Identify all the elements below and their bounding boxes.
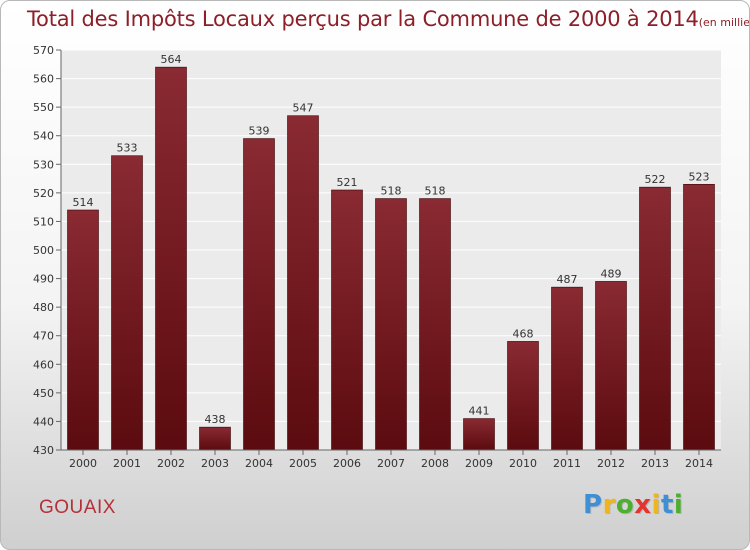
value-label: 441 — [469, 405, 490, 418]
y-tick-label: 510 — [33, 215, 54, 228]
y-tick-label: 450 — [33, 387, 54, 400]
logo-letter: t — [660, 490, 674, 520]
value-label: 533 — [117, 142, 138, 155]
x-tick-label: 2012 — [597, 457, 625, 470]
bar-2012 — [595, 281, 627, 451]
x-tick-label: 2006 — [333, 457, 361, 470]
y-tick-label: 500 — [33, 244, 54, 257]
logo-letter: x — [634, 490, 652, 520]
logo-letter: i — [651, 490, 661, 520]
logo-letter: r — [602, 490, 616, 520]
bar-2007 — [375, 198, 407, 451]
y-tick-label: 530 — [33, 158, 54, 171]
y-tick-label: 460 — [33, 358, 54, 371]
x-tick-label: 2011 — [553, 457, 581, 470]
commune-name: GOUAIX — [39, 497, 116, 518]
bar-2011 — [551, 286, 583, 451]
y-tick-label: 430 — [33, 444, 54, 457]
y-tick-label: 490 — [33, 273, 54, 286]
x-axis: 2000 2001 2002 2003 2004 2005 2006 2007 2008 2009… — [61, 449, 721, 470]
x-tick-label: 2013 — [641, 457, 669, 470]
value-label: 521 — [337, 176, 358, 189]
y-tick-label: 560 — [33, 73, 54, 86]
bar-2009 — [463, 418, 495, 451]
value-label: 522 — [645, 173, 666, 186]
value-label: 539 — [249, 125, 270, 138]
x-tick-label: 2010 — [509, 457, 537, 470]
value-label: 468 — [513, 327, 534, 340]
bar-2010 — [507, 341, 539, 451]
bars — [67, 66, 715, 451]
data-labels: 514 533 564 438 539 547 521 518 518 441 468 487 489 5… — [73, 53, 710, 426]
x-tick-label: 2002 — [157, 457, 185, 470]
value-label: 489 — [601, 267, 622, 280]
proxiti-logo[interactable]: Proxiti — [583, 490, 683, 520]
value-label: 518 — [381, 185, 402, 198]
y-tick-label: 550 — [33, 101, 54, 114]
x-tick-label: 2008 — [421, 457, 449, 470]
title-unit: (en milliers d'€) — [698, 16, 750, 29]
chart-title: Total des Impôts Locaux perçus par la Co… — [27, 7, 750, 31]
y-tick-label: 470 — [33, 330, 54, 343]
logo-letter: o — [615, 490, 635, 520]
x-tick-label: 2005 — [289, 457, 317, 470]
x-tick-label: 2000 — [69, 457, 97, 470]
x-tick-label: 2007 — [377, 457, 405, 470]
value-label: 514 — [73, 196, 94, 209]
y-axis: 430 440 450 460 470 480 490 500 510 520 530 540 550 5… — [33, 44, 62, 457]
bar-2014 — [683, 183, 715, 451]
logo-letter: P — [583, 490, 603, 520]
bar-2006 — [331, 189, 363, 451]
y-tick-label: 480 — [33, 301, 54, 314]
value-label: 523 — [689, 170, 710, 183]
bar-2013 — [639, 186, 671, 451]
logo-letter: i — [673, 490, 684, 520]
bar-2002 — [155, 66, 187, 451]
bar-2008 — [419, 198, 451, 451]
x-tick-label: 2004 — [245, 457, 273, 470]
y-tick-label: 540 — [33, 130, 54, 143]
bar-2004 — [243, 138, 275, 451]
x-tick-label: 2001 — [113, 457, 141, 470]
x-tick-label: 2003 — [201, 457, 229, 470]
bar-2005 — [287, 115, 319, 451]
bar-2000 — [67, 209, 99, 451]
x-tick-label: 2009 — [465, 457, 493, 470]
value-label: 564 — [161, 53, 182, 66]
y-tick-label: 570 — [33, 44, 54, 57]
bar-2003 — [199, 426, 231, 451]
y-tick-label: 520 — [33, 187, 54, 200]
title-main: Total des Impôts Locaux perçus par la Co… — [27, 7, 699, 31]
value-label: 438 — [205, 413, 226, 426]
value-label: 518 — [425, 185, 446, 198]
value-label: 487 — [557, 273, 578, 286]
y-tick-label: 440 — [33, 415, 54, 428]
bar-2001 — [111, 155, 143, 451]
x-tick-label: 2014 — [685, 457, 713, 470]
value-label: 547 — [293, 102, 314, 115]
